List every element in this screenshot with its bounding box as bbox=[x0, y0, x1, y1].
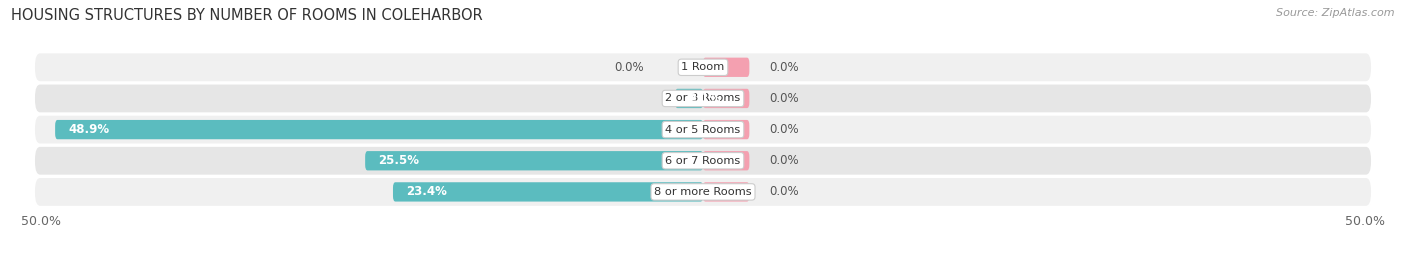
FancyBboxPatch shape bbox=[703, 151, 749, 170]
Text: 0.0%: 0.0% bbox=[769, 61, 799, 74]
Text: 4 or 5 Rooms: 4 or 5 Rooms bbox=[665, 124, 741, 135]
Text: 8 or more Rooms: 8 or more Rooms bbox=[654, 187, 752, 197]
Text: Source: ZipAtlas.com: Source: ZipAtlas.com bbox=[1277, 8, 1395, 18]
Text: 0.0%: 0.0% bbox=[769, 154, 799, 167]
Text: 0.0%: 0.0% bbox=[769, 185, 799, 198]
Text: 2.1%: 2.1% bbox=[689, 92, 721, 105]
Text: 6 or 7 Rooms: 6 or 7 Rooms bbox=[665, 156, 741, 166]
FancyBboxPatch shape bbox=[703, 58, 749, 77]
FancyBboxPatch shape bbox=[703, 120, 749, 139]
FancyBboxPatch shape bbox=[675, 89, 703, 108]
Text: 25.5%: 25.5% bbox=[378, 154, 419, 167]
Text: 0.0%: 0.0% bbox=[769, 123, 799, 136]
Legend: Owner-occupied, Renter-occupied: Owner-occupied, Renter-occupied bbox=[567, 266, 839, 270]
Text: 23.4%: 23.4% bbox=[406, 185, 447, 198]
FancyBboxPatch shape bbox=[34, 177, 1372, 207]
Text: 48.9%: 48.9% bbox=[69, 123, 110, 136]
FancyBboxPatch shape bbox=[34, 83, 1372, 113]
FancyBboxPatch shape bbox=[366, 151, 703, 170]
FancyBboxPatch shape bbox=[703, 182, 749, 202]
FancyBboxPatch shape bbox=[34, 146, 1372, 176]
FancyBboxPatch shape bbox=[392, 182, 703, 202]
Text: HOUSING STRUCTURES BY NUMBER OF ROOMS IN COLEHARBOR: HOUSING STRUCTURES BY NUMBER OF ROOMS IN… bbox=[11, 8, 484, 23]
FancyBboxPatch shape bbox=[55, 120, 703, 139]
Text: 0.0%: 0.0% bbox=[769, 92, 799, 105]
Text: 2 or 3 Rooms: 2 or 3 Rooms bbox=[665, 93, 741, 103]
FancyBboxPatch shape bbox=[34, 52, 1372, 82]
Text: 1 Room: 1 Room bbox=[682, 62, 724, 72]
Text: 0.0%: 0.0% bbox=[614, 61, 644, 74]
FancyBboxPatch shape bbox=[703, 89, 749, 108]
FancyBboxPatch shape bbox=[34, 115, 1372, 144]
